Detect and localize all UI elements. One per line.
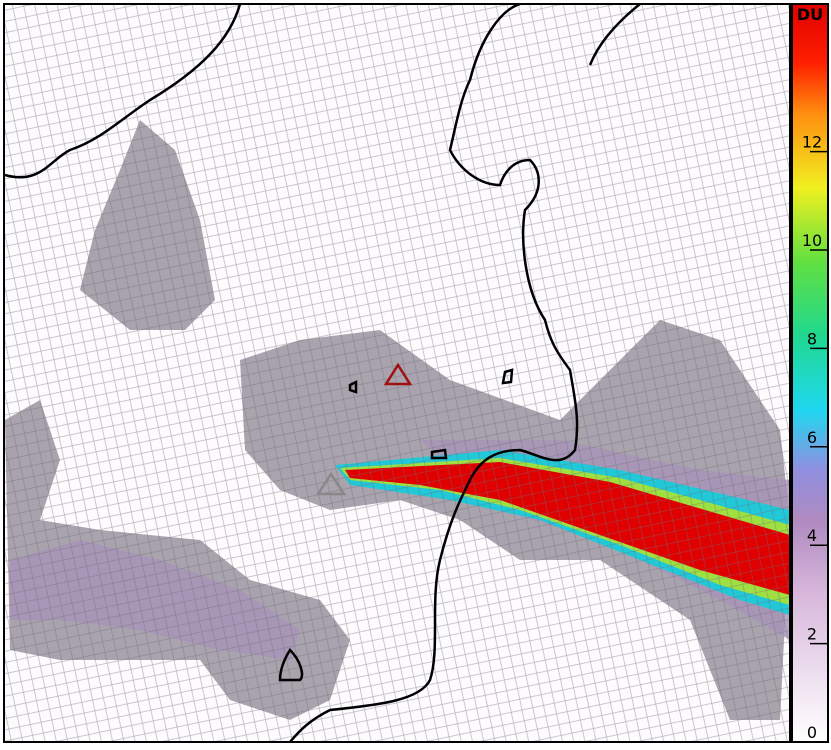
coastline <box>4 4 641 742</box>
colorbar: DU 0 2 4 6 8 10 12 <box>791 3 829 743</box>
colorbar-tick-label: 12 <box>802 133 822 152</box>
pixel-grid <box>4 4 790 742</box>
colorbar-tick-label: 8 <box>807 329 817 348</box>
colorbar-tick-label: 0 <box>807 723 817 742</box>
colorbar-label: DU <box>797 5 823 24</box>
volcano-marker <box>383 362 413 386</box>
colorbar-tick-label: 4 <box>807 526 817 545</box>
map-frame <box>3 3 791 743</box>
colorbar-tick-label: 10 <box>802 231 822 250</box>
map-area <box>4 4 790 742</box>
colorbar-tick-label: 6 <box>807 428 817 447</box>
volcano-marker <box>315 471 347 496</box>
colorbar-tick-label: 2 <box>807 625 817 644</box>
